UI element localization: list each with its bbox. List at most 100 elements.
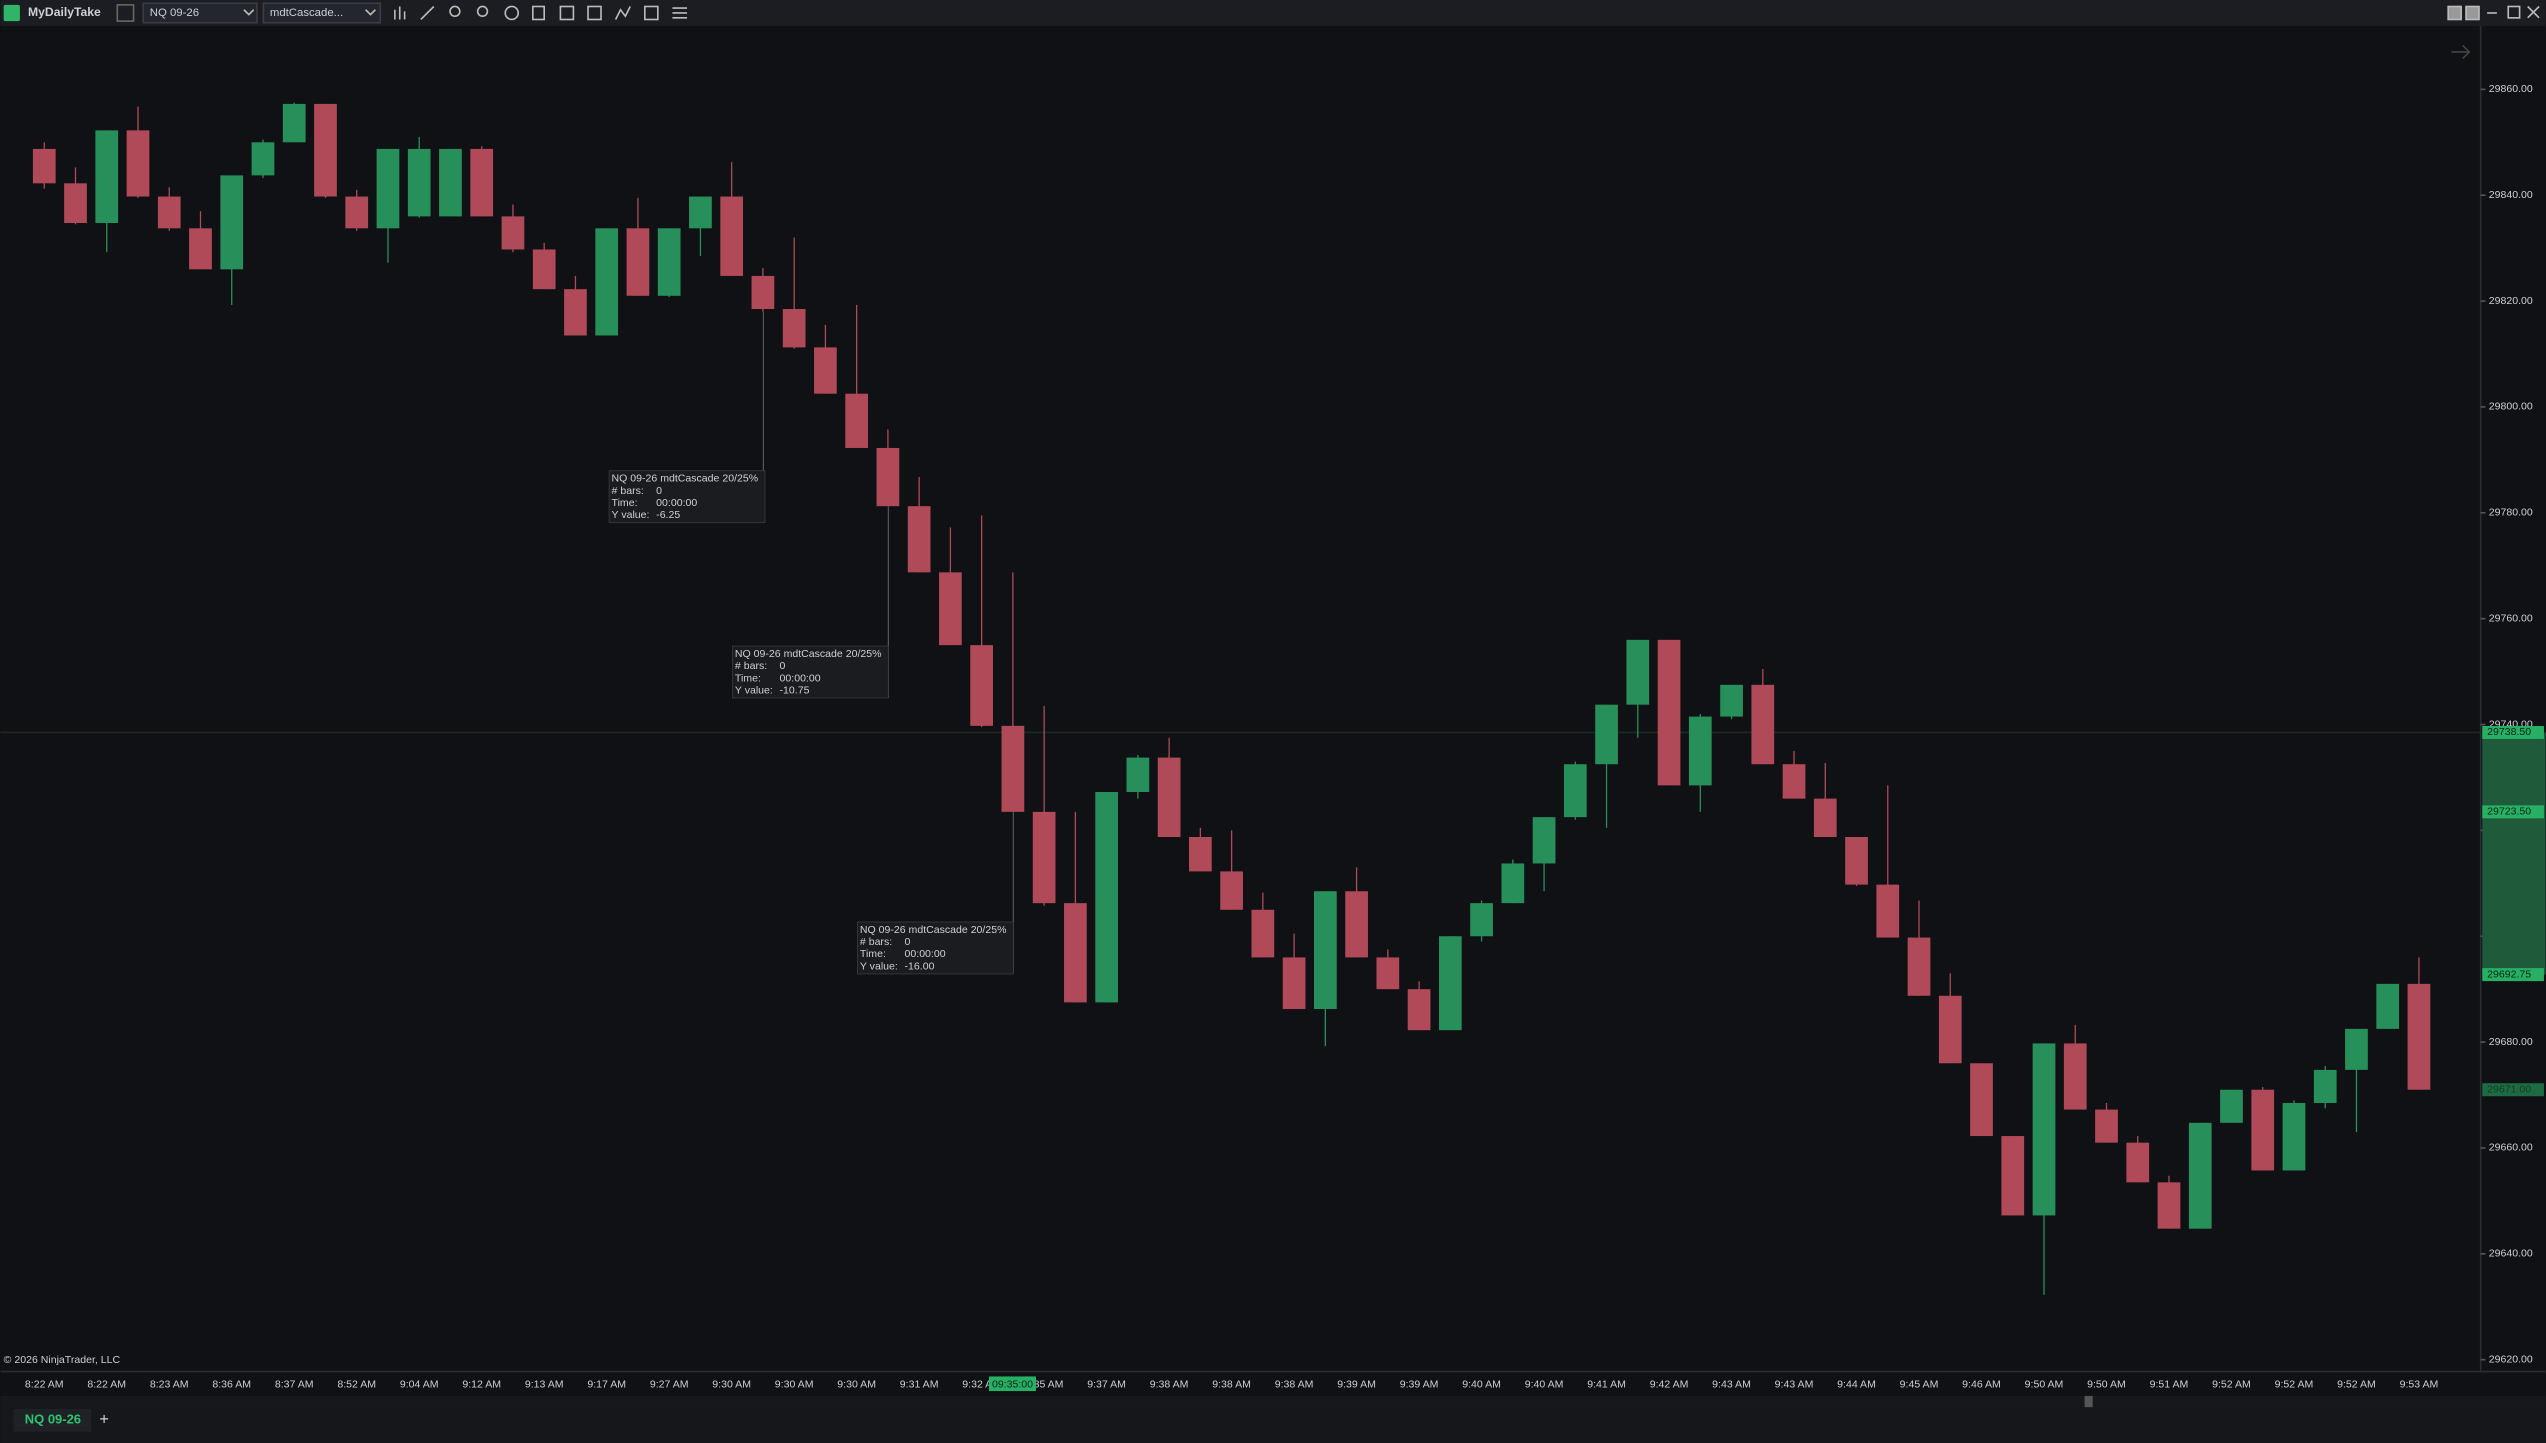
x-tick-label: 9:30 AM [837,1378,876,1390]
annotation-value: 00:00:00 [656,497,697,509]
scroll-arrow[interactable] [2451,44,2471,60]
zoom-out-icon[interactable] [476,5,489,18]
price-marker [2482,1083,2544,1097]
candle-body [1657,639,1681,786]
candle-body [1126,757,1150,793]
annotation-value: 00:00:00 [905,948,946,960]
scrollbar[interactable] [0,1395,2546,1408]
annotation-value: -6.25 [656,509,680,521]
candle-body [1189,836,1212,872]
annotation-value: 0 [780,660,786,672]
candle-body [876,447,900,507]
candle-body [845,393,869,448]
candle-body [1845,836,1868,885]
candle-body [1376,957,1400,990]
dropdown-arrow [365,9,376,16]
candle-body [314,103,337,197]
candle-body [501,216,525,250]
y-tick-label: 29840.00 [2489,189,2533,201]
candle-body [189,228,212,270]
price-marker-label: 29738.50 [2487,726,2531,738]
app-logo [3,4,20,22]
candle-body [2095,1109,2118,1143]
annotation-value: 0 [656,485,662,497]
strategy-icon[interactable] [644,5,659,21]
candle-body [1563,764,1587,818]
y-tick-label: 29620.00 [2489,1353,2533,1365]
template-select[interactable] [262,2,382,24]
x-tick-label: 9:31 AM [900,1378,939,1390]
tab[interactable] [13,1408,92,1432]
annotation-key: # bars: [860,936,892,948]
candle-body [1688,716,1712,786]
toolbar [0,0,2546,26]
x-tick-label: 9:40 AM [1462,1378,1501,1390]
scroll-thumb[interactable] [2084,1395,2093,1408]
x-tick-label: 9:38 AM [1150,1378,1189,1390]
price-marker-label: 29723.50 [2487,806,2531,818]
tab-label: NQ 09-26 [25,1412,81,1427]
x-tick-label: 9:12 AM [462,1378,501,1390]
y-tick-label: 29820.00 [2489,295,2533,307]
annotation-title: NQ 09-26 mdtCascade 20/25% [612,473,759,485]
screenshot-icon[interactable] [587,5,602,21]
bars-icon[interactable] [394,6,406,20]
candle-body [720,196,744,276]
candle-body [595,228,619,336]
candle-body [1282,957,1306,1010]
candle-body [1907,937,1931,996]
annotation-key: # bars: [735,660,767,672]
price-marker [2482,725,2544,739]
candle-body [1438,936,1462,1031]
y-tick-label: 29640.00 [2489,1248,2533,1260]
draw-icon[interactable] [420,5,435,21]
indicator-icon[interactable] [614,6,631,20]
layout-icon[interactable] [2465,5,2480,21]
annotation-box [608,470,766,524]
x-tick-label: 9:13 AM [525,1378,564,1390]
annotation-title: NQ 09-26 mdtCascade 20/25% [860,924,1007,936]
x-tick-label: 9:30 AM [775,1378,814,1390]
candle-body [907,506,931,573]
data-box-icon[interactable] [532,5,546,21]
zoom-in-icon[interactable] [449,5,461,18]
candle-body [1095,792,1118,1003]
add-tab[interactable]: + [99,1411,108,1429]
candle-body [1157,757,1181,837]
template: mdtCascade... [270,7,343,19]
y-tick-label: 29780.00 [2489,507,2533,519]
crosshair-icon[interactable] [504,5,520,21]
x-tick-label: 9:17 AM [587,1378,626,1390]
annotation-value: 00:00:00 [780,672,821,684]
link-button[interactable] [116,4,135,22]
candle-body [2251,1089,2275,1171]
list-icon[interactable] [672,7,688,19]
candle-body [751,275,775,310]
y-tick-label: 29680.00 [2489,1036,2533,1048]
annotation-box [732,645,889,699]
candle-body [1626,639,1650,705]
x-tick-label: 9:50 AM [2087,1378,2126,1390]
x-tick-label: 8:52 AM [337,1378,376,1390]
candle-body [1970,1063,1993,1137]
candle-body [1532,817,1556,864]
maximize-button[interactable] [2507,5,2521,19]
properties-icon[interactable] [559,5,575,21]
x-tick-label: 9:42 AM [1650,1378,1689,1390]
layout-icon[interactable] [2447,5,2462,21]
x-tick-label: 9:43 AM [1775,1378,1814,1390]
copyright: © 2026 NinjaTrader, LLC [4,1354,121,1366]
candle-body [2063,1043,2087,1110]
candle-body [1251,909,1275,958]
candle-body [1751,684,1775,765]
instrument-select[interactable] [142,2,258,24]
annotation-value: -16.00 [905,960,935,972]
annotation-key: Time: [735,672,761,684]
close-button[interactable] [2527,5,2540,19]
x-tick-label: 9:30 AM [712,1378,751,1390]
candle-body [407,148,431,217]
brand: MyDailyTake [28,5,101,19]
y-tick-label: 29860.00 [2489,83,2533,95]
candle-body [1876,884,1900,938]
x-tick-label: 9:52 AM [2337,1378,2376,1390]
